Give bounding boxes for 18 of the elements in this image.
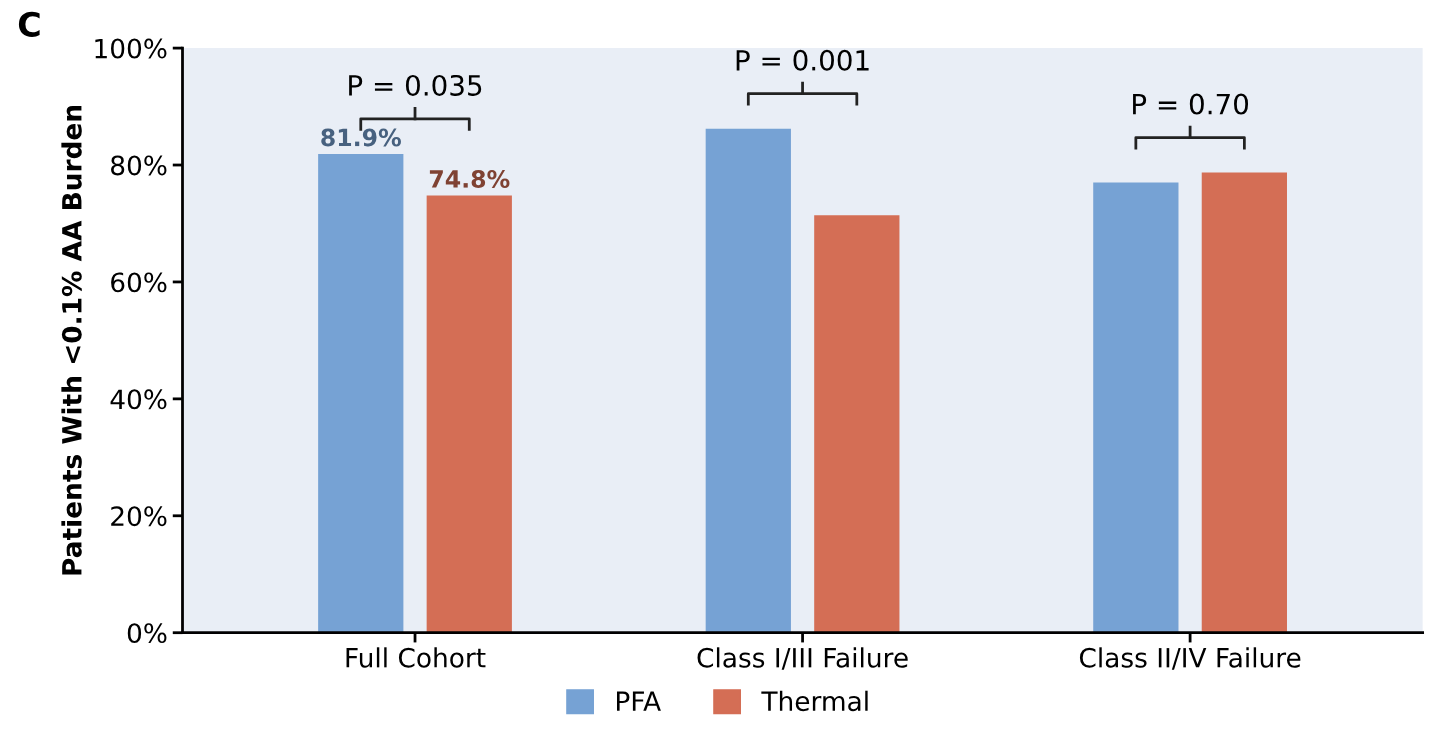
legend-label: Thermal	[761, 690, 868, 712]
annotation: P = 0.035	[349, 74, 482, 96]
y-tick-label: 80%	[111, 155, 167, 176]
text: C	[18, 11, 40, 37]
y-tick-label: 0%	[127, 623, 167, 644]
y-tick-label: 40%	[110, 389, 167, 410]
data-label: 81.9%	[321, 128, 401, 147]
annotation: P = 0.001	[736, 49, 869, 71]
y-tick-label: 100%	[95, 38, 167, 59]
legend-label: PFA	[617, 691, 661, 711]
data-label: 74.8%	[429, 170, 510, 188]
x-tick-label: Class I/III Failure	[697, 647, 908, 670]
x-tick-label: Class II/IV Failure	[1079, 647, 1301, 670]
y-tick-label: 20%	[111, 506, 167, 527]
x-tick-label: Full Cohort	[346, 647, 486, 668]
y-tick-label: 60%	[111, 272, 167, 293]
y-axis-title: Patients With <0.1% AA Burden	[61, 105, 82, 575]
annotation: P = 0.70	[1133, 93, 1249, 115]
